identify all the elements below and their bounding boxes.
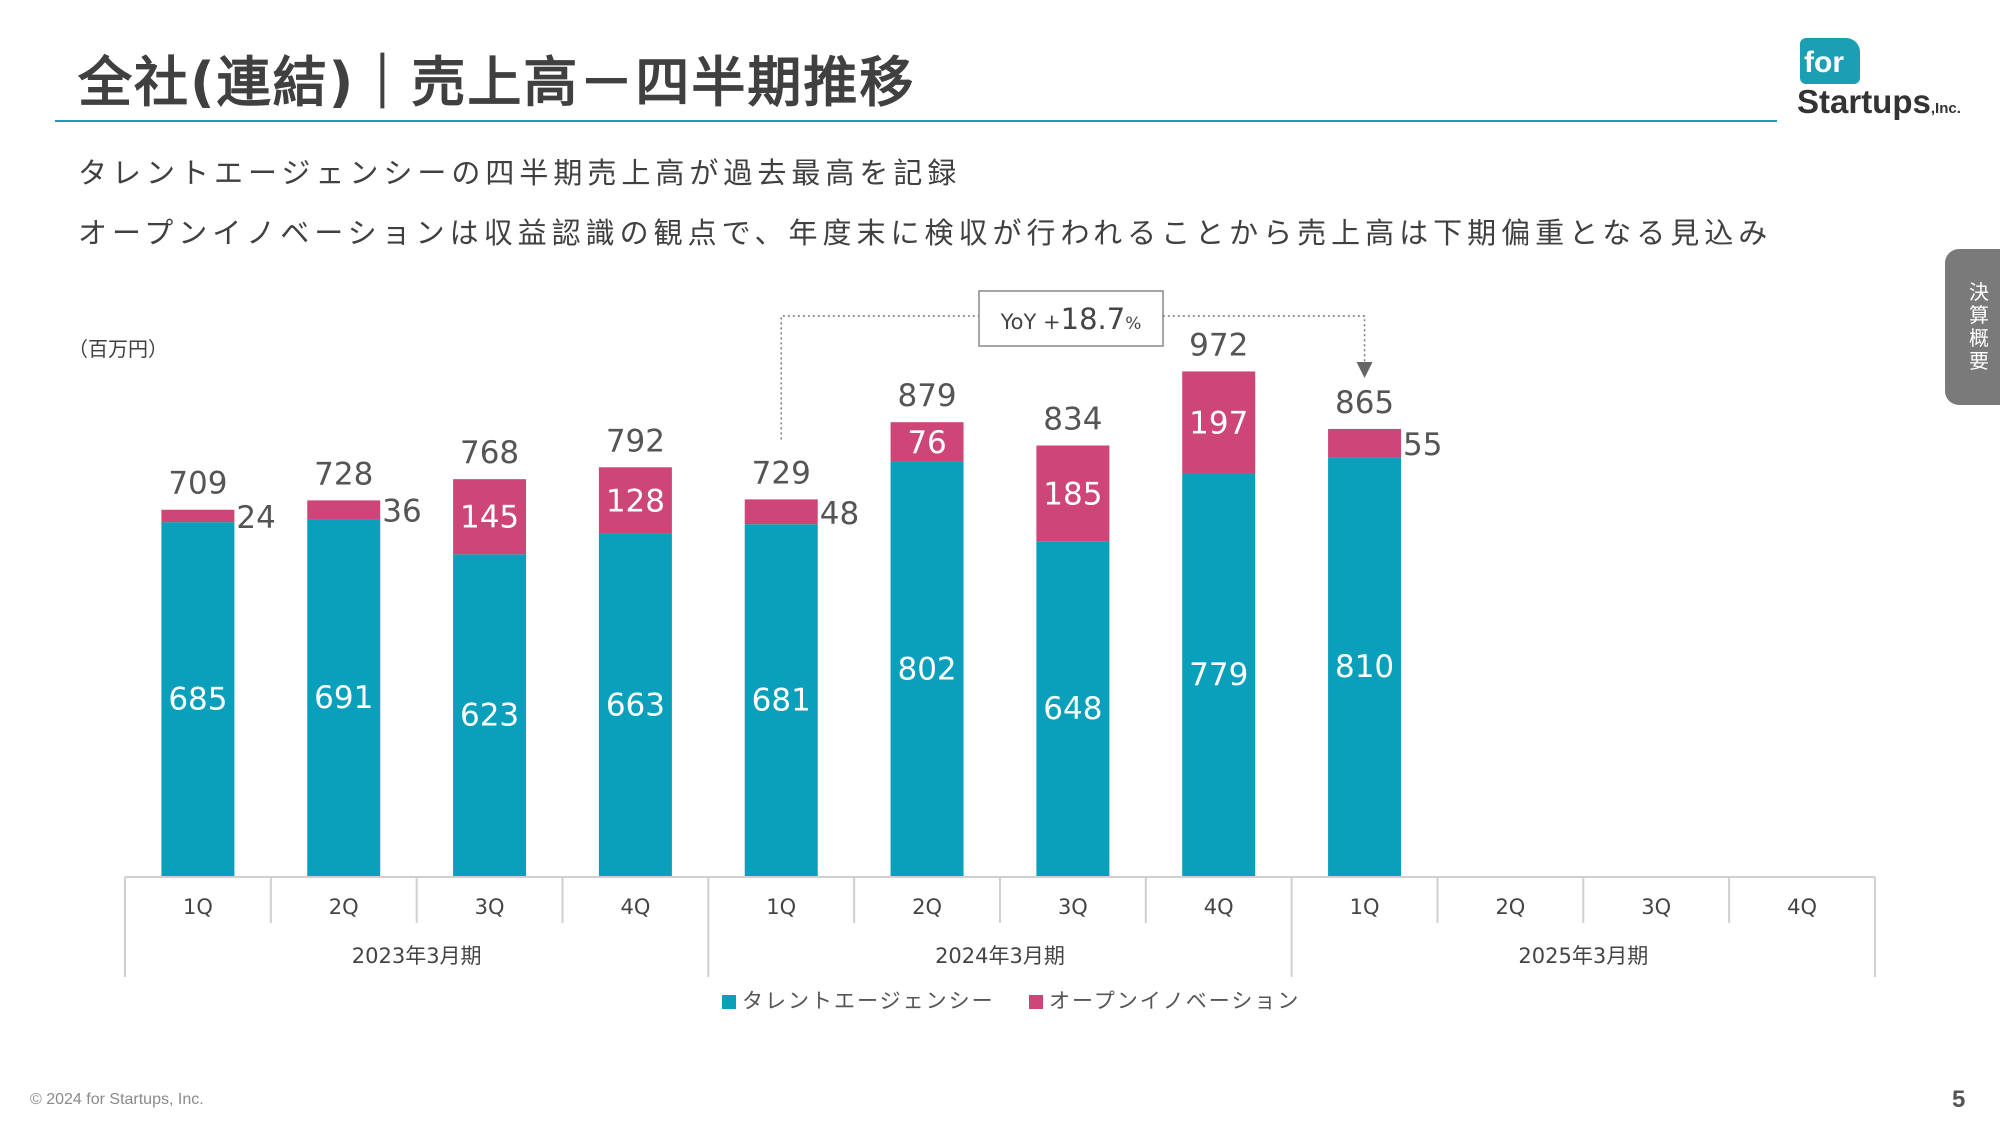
data-label-total: 768 (460, 435, 519, 471)
data-label-talent-agency: 802 (897, 651, 956, 687)
x-tick-label: 1Q (766, 895, 796, 919)
data-label-total: 865 (1335, 385, 1394, 421)
x-tick-label: 4Q (1204, 895, 1234, 919)
data-label-total: 834 (1043, 402, 1102, 438)
bar-talent-agency (890, 461, 964, 877)
page-title: 全社(連結)｜売上高－四半期推移 (78, 51, 916, 114)
bar-talent-agency (1182, 473, 1256, 877)
title-divider (55, 120, 1777, 122)
data-label-total: 728 (314, 456, 373, 492)
data-label-open-innovation: 185 (1043, 476, 1102, 512)
legend-label-talent-agency: タレントエージェンシー (742, 989, 995, 1013)
bar-talent-agency (161, 522, 235, 877)
bar-talent-agency (598, 533, 672, 877)
bar-open-innovation (890, 422, 964, 462)
bar-open-innovation (1182, 371, 1256, 474)
data-label-open-innovation: 24 (236, 500, 275, 536)
section-tab[interactable]: 決算概要 (1945, 249, 2000, 405)
bar-talent-agency (453, 554, 527, 877)
yoy-arrowhead (1356, 362, 1373, 378)
data-label-total: 729 (752, 455, 811, 491)
data-label-talent-agency: 648 (1043, 691, 1102, 727)
data-label-open-innovation: 76 (907, 425, 946, 461)
x-tick-label: 4Q (620, 895, 650, 919)
bar-open-innovation (1328, 428, 1402, 458)
subtitle-line-1: タレントエージェンシーの四半期売上高が過去最高を記録 (78, 156, 962, 190)
yoy-box (978, 290, 1164, 347)
bar-open-innovation (161, 509, 235, 523)
x-tick-label: 3Q (1641, 895, 1671, 919)
x-tick-label: 2Q (329, 895, 359, 919)
data-label-open-innovation: 197 (1189, 405, 1248, 441)
x-tick-label: 2Q (912, 895, 942, 919)
data-label-talent-agency: 681 (752, 683, 811, 719)
x-group-label: 2024年3月期 (935, 944, 1065, 968)
data-label-talent-agency: 663 (606, 687, 665, 723)
data-label-total: 879 (897, 378, 956, 414)
x-tick-label: 1Q (183, 895, 213, 919)
bar-talent-agency (744, 524, 818, 877)
x-tick-label: 2Q (1495, 895, 1525, 919)
bar-open-innovation (744, 499, 818, 525)
data-label-total: 709 (168, 466, 227, 502)
x-group-label: 2025年3月期 (1518, 944, 1648, 968)
data-label-talent-agency: 623 (460, 698, 519, 734)
logo-wordmark: Startups,Inc. (1797, 83, 1961, 121)
company-logo: for Startups,Inc. (1797, 36, 1967, 124)
data-label-open-innovation: 36 (382, 494, 421, 530)
page-number: 5 (1952, 1086, 1966, 1113)
data-label-total: 792 (606, 423, 665, 459)
data-label-total: 972 (1189, 327, 1248, 363)
section-tab-label: 決算概要 (1969, 280, 1989, 373)
bar-talent-agency (1328, 457, 1402, 877)
data-label-open-innovation: 48 (820, 496, 859, 532)
logo-main: Startups (1797, 83, 1931, 120)
logo-suffix: ,Inc. (1930, 100, 1961, 117)
data-label-talent-agency: 691 (314, 680, 373, 716)
data-label-talent-agency: 779 (1189, 657, 1248, 693)
logo-for-mark: for (1800, 38, 1860, 84)
bar-open-innovation (1036, 445, 1110, 542)
x-group-label: 2023年3月期 (352, 944, 482, 968)
unit-label: （百万円） (68, 337, 168, 361)
data-label-open-innovation: 55 (1403, 427, 1442, 463)
data-label-talent-agency: 685 (168, 682, 227, 718)
legend-swatch-open-innovation (1029, 995, 1043, 1009)
bar-talent-agency (307, 519, 381, 877)
x-tick-label: 3Q (475, 895, 505, 919)
data-label-open-innovation: 145 (460, 500, 519, 536)
bar-open-innovation (453, 479, 527, 555)
bar-open-innovation (598, 467, 672, 534)
x-tick-label: 1Q (1350, 895, 1380, 919)
bar-talent-agency (1036, 541, 1110, 877)
copyright: © 2024 for Startups, Inc. (30, 1091, 204, 1108)
yoy-annotation: YoY +18.7% (1000, 302, 1142, 336)
subtitle-line-2: オープンイノベーションは収益認識の観点で、年度末に検収が行われることから売上高は… (78, 216, 1773, 250)
legend-label-open-innovation: オープンイノベーション (1049, 989, 1300, 1013)
data-label-talent-agency: 810 (1335, 649, 1394, 685)
bar-open-innovation (307, 500, 381, 520)
x-tick-label: 4Q (1787, 895, 1817, 919)
x-tick-label: 3Q (1058, 895, 1088, 919)
data-label-open-innovation: 128 (606, 483, 665, 519)
legend-swatch-talent-agency (722, 995, 736, 1009)
